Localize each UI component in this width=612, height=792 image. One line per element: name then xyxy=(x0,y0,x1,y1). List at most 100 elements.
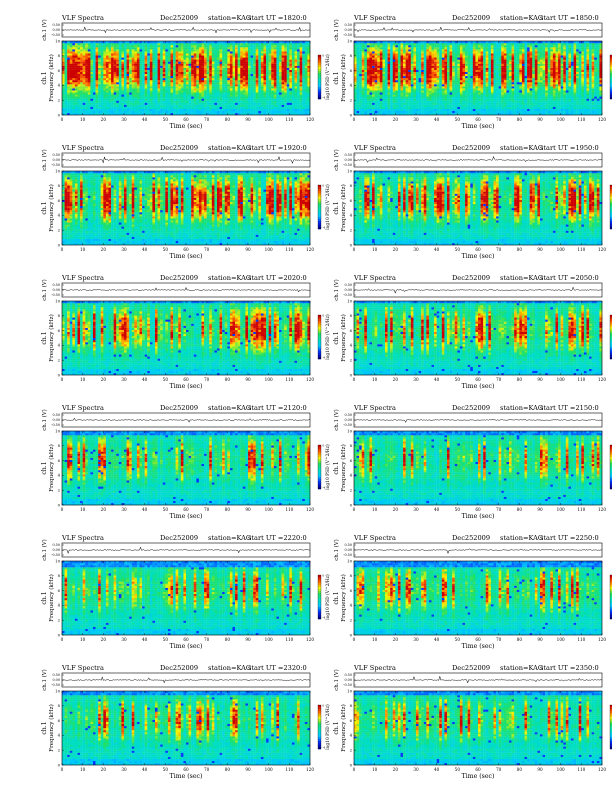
spectrogram-cell xyxy=(232,94,236,97)
spectrogram-cell xyxy=(392,75,396,79)
spectrogram-cell xyxy=(245,55,249,58)
spectrogram-cell xyxy=(211,45,215,48)
spectrogram-cell xyxy=(449,63,453,66)
spectrogram-cell xyxy=(209,86,212,89)
spectrogram-cell xyxy=(395,80,399,83)
spectrogram-cell xyxy=(227,82,231,85)
spectrogram-cell xyxy=(232,53,236,56)
colorbar-tick-label: -4 xyxy=(323,96,326,100)
spectrogram-cell xyxy=(382,110,386,114)
spectrogram-cell xyxy=(235,96,238,99)
spectrogram-cell xyxy=(447,78,450,81)
spectrogram-cell xyxy=(255,90,259,93)
spectrogram-cell xyxy=(93,67,96,70)
spectrogram-cell xyxy=(217,90,220,93)
spectrogram-cell xyxy=(152,102,156,105)
spectrogram-cell xyxy=(211,55,215,58)
spectrogram-cell xyxy=(385,86,388,89)
spectrogram-cell xyxy=(229,67,233,70)
spectrogram-cell xyxy=(299,98,303,101)
spectrogram-cell xyxy=(95,84,99,87)
spectrogram-cell xyxy=(155,96,158,99)
spectrogram-cell xyxy=(263,75,267,79)
spectrogram-cell xyxy=(361,98,365,101)
spectrogram-cell xyxy=(90,51,94,54)
spectrogram-cell xyxy=(126,67,130,70)
spectrogram-cell xyxy=(250,82,254,85)
spectrogram-cell xyxy=(105,69,109,72)
spectrogram-cell xyxy=(131,100,135,103)
spectrogram-cell xyxy=(397,98,401,101)
spectrogram-cell xyxy=(397,45,401,48)
spectrogram-cell xyxy=(98,51,101,54)
spectrogram-cell xyxy=(232,43,236,46)
spectrogram-cell xyxy=(302,92,305,95)
spectrogram-cell xyxy=(260,92,264,95)
spectrogram-cell xyxy=(196,92,200,95)
spectrogram-cell xyxy=(245,41,249,44)
spectrogram-cell xyxy=(95,51,99,54)
spectrogram-cell xyxy=(69,73,73,77)
spectrogram-cell xyxy=(227,65,231,68)
spectrogram-cell xyxy=(441,112,445,116)
spectrogram-cell xyxy=(387,55,391,58)
spectrogram-cell xyxy=(196,80,200,83)
spectrogram-cell xyxy=(196,45,200,48)
spectrogram-cell xyxy=(284,100,287,103)
spectrogram-cell xyxy=(77,53,81,56)
spectrogram-cell xyxy=(400,80,404,83)
spectrogram-cell xyxy=(175,67,179,70)
spectrogram-cell xyxy=(124,80,127,83)
spectrogram-cell xyxy=(255,47,259,50)
spectrogram-cell xyxy=(423,108,427,112)
spectrogram-cell xyxy=(237,61,241,64)
spectrogram-cell xyxy=(144,96,148,99)
spectrogram-cell xyxy=(403,102,406,105)
spectrogram-cell xyxy=(162,59,166,62)
spectrogram-cell xyxy=(410,84,414,87)
spectrogram-cell xyxy=(214,112,218,116)
spectrogram-cell xyxy=(408,98,411,101)
spectrogram-cell xyxy=(299,43,303,46)
spectrogram-cell xyxy=(165,57,169,60)
spectrogram-cell xyxy=(273,78,277,81)
spectrogram-cell xyxy=(235,49,238,52)
spectrogram-cell xyxy=(152,61,156,64)
spectrogram-cell xyxy=(413,92,417,95)
spectrogram-cell xyxy=(74,69,78,72)
spectrogram-cell xyxy=(354,55,357,58)
spectrogram-cell xyxy=(441,67,445,70)
spectrogram-cell xyxy=(369,63,373,66)
spectrogram-cell xyxy=(64,86,68,89)
spectrogram-cell xyxy=(413,53,417,56)
spectrogram-cell xyxy=(263,110,267,114)
spectrogram-cell xyxy=(400,110,404,114)
spectrogram-cell xyxy=(209,92,212,95)
spectrogram-cell xyxy=(444,104,448,107)
spectrogram-cell xyxy=(408,69,411,72)
spectrogram-cell xyxy=(134,57,138,60)
spectrogram-cell xyxy=(284,112,287,116)
spectrogram-cell xyxy=(299,61,303,64)
spectrogram-cell xyxy=(449,41,453,44)
spectrogram-cell xyxy=(152,71,156,75)
spectrogram-cell xyxy=(359,63,362,66)
spectrogram-cell xyxy=(98,88,101,91)
spectrogram-cell xyxy=(434,51,437,54)
spectrogram-cell xyxy=(224,49,228,52)
spectrogram-cell xyxy=(118,92,122,95)
spectrogram-cell xyxy=(372,108,375,112)
spectrogram-cell xyxy=(201,75,205,79)
colorbar-segment xyxy=(318,79,321,82)
spectrogram-cell xyxy=(111,98,114,101)
spectrogram-cell xyxy=(173,100,176,103)
spectrogram-cell xyxy=(266,88,269,91)
spectrogram-cell xyxy=(260,49,264,52)
spectrogram-cell xyxy=(444,96,448,99)
spectrogram-cell xyxy=(431,55,435,58)
spectrogram-cell xyxy=(260,106,264,109)
spectrogram-cell xyxy=(72,69,76,72)
spectrogram-cell xyxy=(72,55,76,58)
spectrogram-cell xyxy=(201,100,205,103)
spectrogram-cell xyxy=(449,96,453,99)
